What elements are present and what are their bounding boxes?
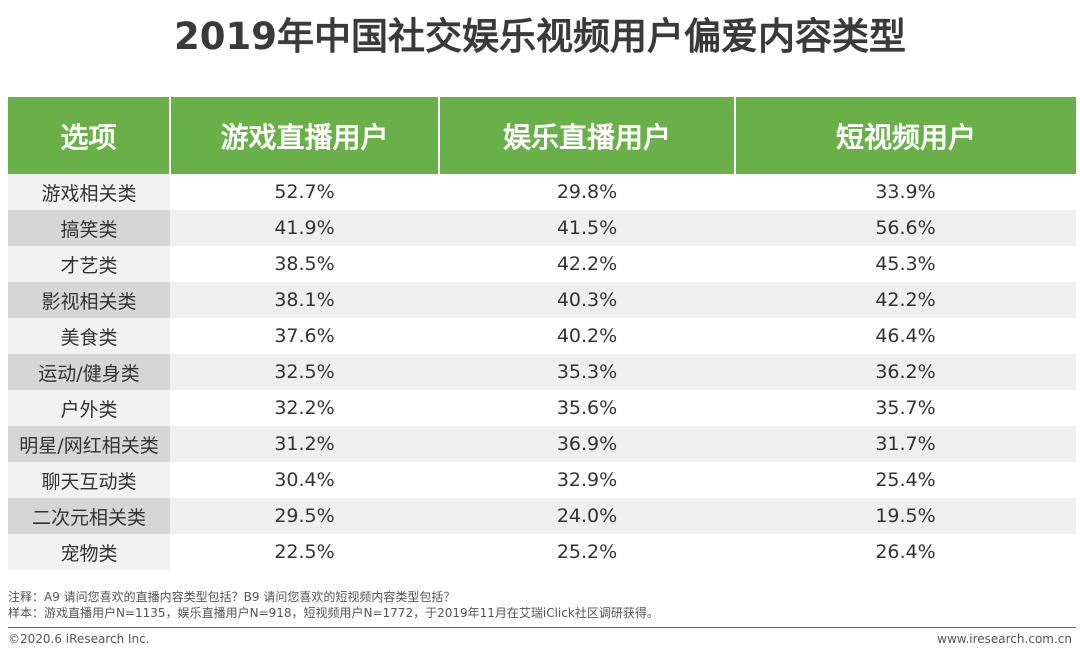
- note-text: 注释：A9 请问您喜欢的直播内容类型包括？B9 请问您喜欢的短视频内容类型包括？: [8, 590, 456, 604]
- table-row: 宠物类 22.5% 25.2% 26.4%: [8, 534, 1076, 570]
- copyright: ©2020.6 iResearch Inc.: [8, 632, 150, 646]
- notes: 注释：A9 请问您喜欢的直播内容类型包括？B9 请问您喜欢的短视频内容类型包括？…: [8, 589, 659, 621]
- short-video-value: 36.2%: [735, 354, 1076, 390]
- row-label: 影视相关类: [8, 282, 170, 318]
- sample-text: 样本：游戏直播用户N=1135，娱乐直播用户N=918，短视频用户N=1772，…: [8, 606, 659, 620]
- entertainment-live-value: 32.9%: [439, 462, 735, 498]
- game-live-value: 22.5%: [170, 534, 439, 570]
- row-label: 户外类: [8, 390, 170, 426]
- short-video-value: 31.7%: [735, 426, 1076, 462]
- entertainment-live-value: 40.3%: [439, 282, 735, 318]
- table-row: 聊天互动类 30.4% 32.9% 25.4%: [8, 462, 1076, 498]
- table-header-row: 选项 游戏直播用户 娱乐直播用户 短视频用户: [8, 97, 1076, 174]
- entertainment-live-value: 29.8%: [439, 174, 735, 210]
- short-video-value: 46.4%: [735, 318, 1076, 354]
- game-live-value: 31.2%: [170, 426, 439, 462]
- short-video-value: 56.6%: [735, 210, 1076, 246]
- row-label: 游戏相关类: [8, 174, 170, 210]
- short-video-value: 19.5%: [735, 498, 1076, 534]
- game-live-value: 41.9%: [170, 210, 439, 246]
- game-live-value: 38.1%: [170, 282, 439, 318]
- row-label: 明星/网红相关类: [8, 426, 170, 462]
- header-short-video-users: 短视频用户: [735, 97, 1076, 174]
- row-label: 才艺类: [8, 246, 170, 282]
- table-row: 二次元相关类 29.5% 24.0% 19.5%: [8, 498, 1076, 534]
- entertainment-live-value: 24.0%: [439, 498, 735, 534]
- header-game-live-users: 游戏直播用户: [170, 97, 440, 174]
- game-live-value: 29.5%: [170, 498, 439, 534]
- content-preference-table: 选项 游戏直播用户 娱乐直播用户 短视频用户 游戏相关类 52.7% 29.8% 33…: [8, 97, 1076, 570]
- header-entertainment-live-users: 娱乐直播用户: [439, 97, 736, 174]
- table-row: 游戏相关类 52.7% 29.8% 33.9%: [8, 174, 1076, 210]
- footer-divider: [8, 627, 1076, 628]
- table-row: 才艺类 38.5% 42.2% 45.3%: [8, 246, 1076, 282]
- entertainment-live-value: 35.6%: [439, 390, 735, 426]
- page-title: 2019年中国社交娱乐视频用户偏爱内容类型: [174, 15, 906, 58]
- short-video-value: 42.2%: [735, 282, 1076, 318]
- row-label: 搞笑类: [8, 210, 170, 246]
- row-label: 美食类: [8, 318, 170, 354]
- entertainment-live-value: 40.2%: [439, 318, 735, 354]
- game-live-value: 30.4%: [170, 462, 439, 498]
- game-live-value: 52.7%: [170, 174, 439, 210]
- entertainment-live-value: 35.3%: [439, 354, 735, 390]
- table-row: 明星/网红相关类 31.2% 36.9% 31.7%: [8, 426, 1076, 462]
- short-video-value: 45.3%: [735, 246, 1076, 282]
- short-video-value: 26.4%: [735, 534, 1076, 570]
- game-live-value: 32.2%: [170, 390, 439, 426]
- header-option: 选项: [8, 97, 171, 174]
- game-live-value: 32.5%: [170, 354, 439, 390]
- table-row: 运动/健身类 32.5% 35.3% 36.2%: [8, 354, 1076, 390]
- short-video-value: 25.4%: [735, 462, 1076, 498]
- entertainment-live-value: 42.2%: [439, 246, 735, 282]
- row-label: 运动/健身类: [8, 354, 170, 390]
- game-live-value: 37.6%: [170, 318, 439, 354]
- row-label: 宠物类: [8, 534, 170, 570]
- table-row: 影视相关类 38.1% 40.3% 42.2%: [8, 282, 1076, 318]
- game-live-value: 38.5%: [170, 246, 439, 282]
- website-url: www.iresearch.com.cn: [937, 632, 1072, 646]
- row-label: 二次元相关类: [8, 498, 170, 534]
- table-row: 户外类 32.2% 35.6% 35.7%: [8, 390, 1076, 426]
- table-row: 搞笑类 41.9% 41.5% 56.6%: [8, 210, 1076, 246]
- short-video-value: 35.7%: [735, 390, 1076, 426]
- entertainment-live-value: 25.2%: [439, 534, 735, 570]
- entertainment-live-value: 36.9%: [439, 426, 735, 462]
- entertainment-live-value: 41.5%: [439, 210, 735, 246]
- row-label: 聊天互动类: [8, 462, 170, 498]
- short-video-value: 33.9%: [735, 174, 1076, 210]
- table-body: 游戏相关类 52.7% 29.8% 33.9% 搞笑类 41.9% 41.5% 56.6% 才艺…: [8, 174, 1076, 570]
- table-row: 美食类 37.6% 40.2% 46.4%: [8, 318, 1076, 354]
